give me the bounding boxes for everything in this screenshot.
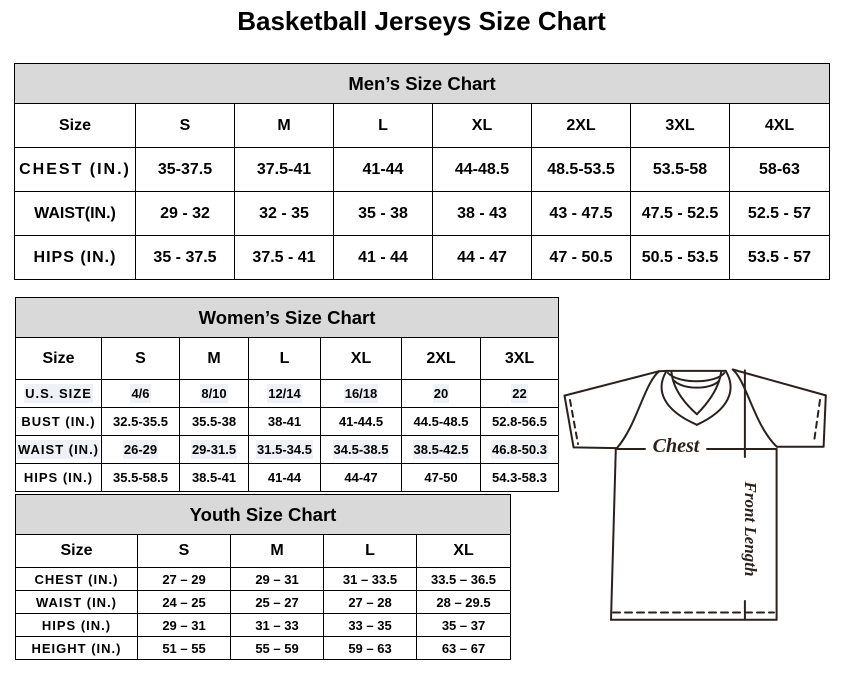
- svg-text:Chest: Chest: [653, 435, 701, 457]
- svg-text:Front Length: Front Length: [741, 481, 760, 577]
